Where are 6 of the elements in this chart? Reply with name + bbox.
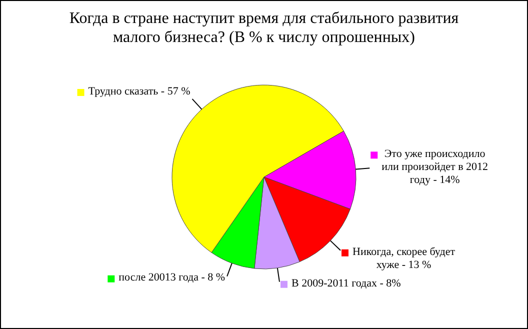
legend-label: Трудно сказать - 57 % xyxy=(88,85,190,98)
legend-label: Это уже происходило или произойдет в 2012 году - 14% xyxy=(382,148,488,186)
legend-label: В 2009-2011 годах - 8% xyxy=(291,277,401,290)
legend-label: после 20013 года - 8 % xyxy=(118,272,226,284)
legend-label: Никогда, скорее будет хуже - 13 % xyxy=(352,246,456,271)
chart-title: Когда в стране наступит время для стабильного развития малого бизнеса? (В % к числу опрошенных) xyxy=(68,9,460,47)
